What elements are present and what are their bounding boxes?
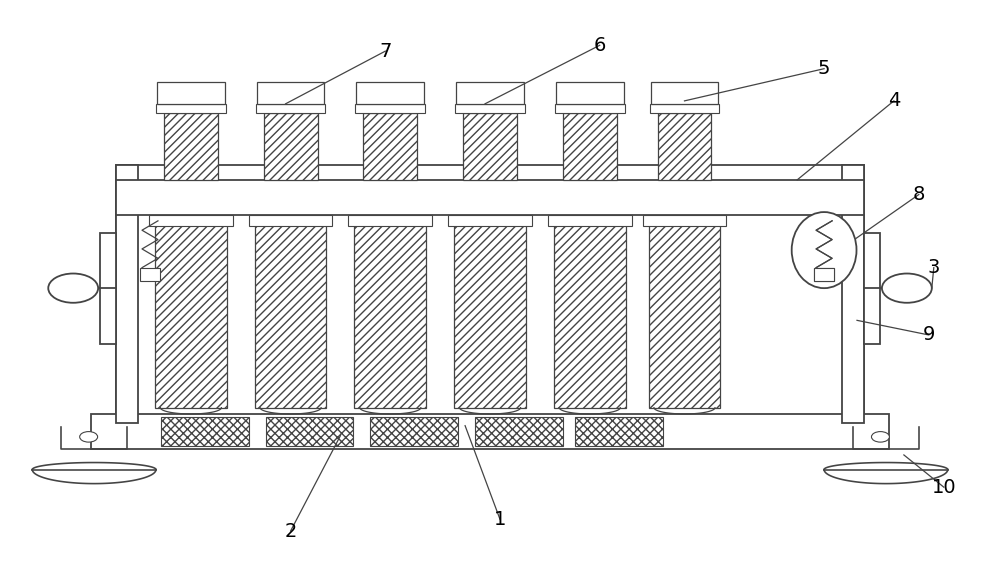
- Bar: [264, 112, 318, 180]
- Bar: [354, 215, 426, 407]
- Bar: [149, 215, 233, 226]
- Bar: [256, 105, 325, 112]
- Text: 5: 5: [818, 59, 830, 78]
- Bar: [658, 112, 711, 180]
- Bar: [116, 180, 864, 215]
- Text: 8: 8: [913, 185, 925, 204]
- Bar: [556, 82, 624, 105]
- Circle shape: [80, 432, 98, 442]
- Bar: [348, 215, 432, 226]
- Bar: [116, 165, 864, 423]
- Bar: [157, 82, 225, 105]
- Text: 6: 6: [594, 36, 606, 55]
- Circle shape: [48, 273, 98, 303]
- Bar: [355, 105, 425, 112]
- Bar: [116, 165, 138, 423]
- Bar: [814, 268, 834, 280]
- Bar: [266, 417, 353, 446]
- Bar: [140, 268, 160, 280]
- Bar: [563, 112, 617, 180]
- Bar: [161, 417, 249, 446]
- Circle shape: [882, 273, 932, 303]
- Text: 9: 9: [923, 326, 935, 345]
- Bar: [255, 215, 326, 407]
- Bar: [643, 215, 726, 226]
- Bar: [448, 215, 532, 226]
- Bar: [649, 215, 720, 407]
- Bar: [155, 215, 227, 407]
- Bar: [91, 414, 889, 449]
- Bar: [249, 215, 332, 226]
- Bar: [842, 165, 864, 423]
- Bar: [454, 215, 526, 407]
- Bar: [651, 82, 718, 105]
- Text: 2: 2: [284, 522, 297, 540]
- Bar: [456, 82, 524, 105]
- Text: 4: 4: [888, 91, 900, 111]
- Text: 7: 7: [379, 42, 392, 61]
- Bar: [548, 215, 632, 226]
- Bar: [650, 105, 719, 112]
- Bar: [356, 82, 424, 105]
- Bar: [814, 268, 834, 280]
- Text: 3: 3: [928, 258, 940, 277]
- Bar: [575, 417, 663, 446]
- Bar: [554, 215, 626, 407]
- Bar: [100, 232, 116, 344]
- Bar: [156, 105, 226, 112]
- Ellipse shape: [792, 212, 857, 288]
- Text: 1: 1: [494, 510, 506, 529]
- Bar: [370, 417, 458, 446]
- Bar: [257, 82, 324, 105]
- Bar: [164, 112, 218, 180]
- Bar: [455, 105, 525, 112]
- Text: 10: 10: [931, 477, 956, 497]
- Bar: [463, 112, 517, 180]
- Circle shape: [871, 432, 889, 442]
- Bar: [475, 417, 563, 446]
- Bar: [555, 105, 625, 112]
- Bar: [363, 112, 417, 180]
- Bar: [864, 232, 880, 344]
